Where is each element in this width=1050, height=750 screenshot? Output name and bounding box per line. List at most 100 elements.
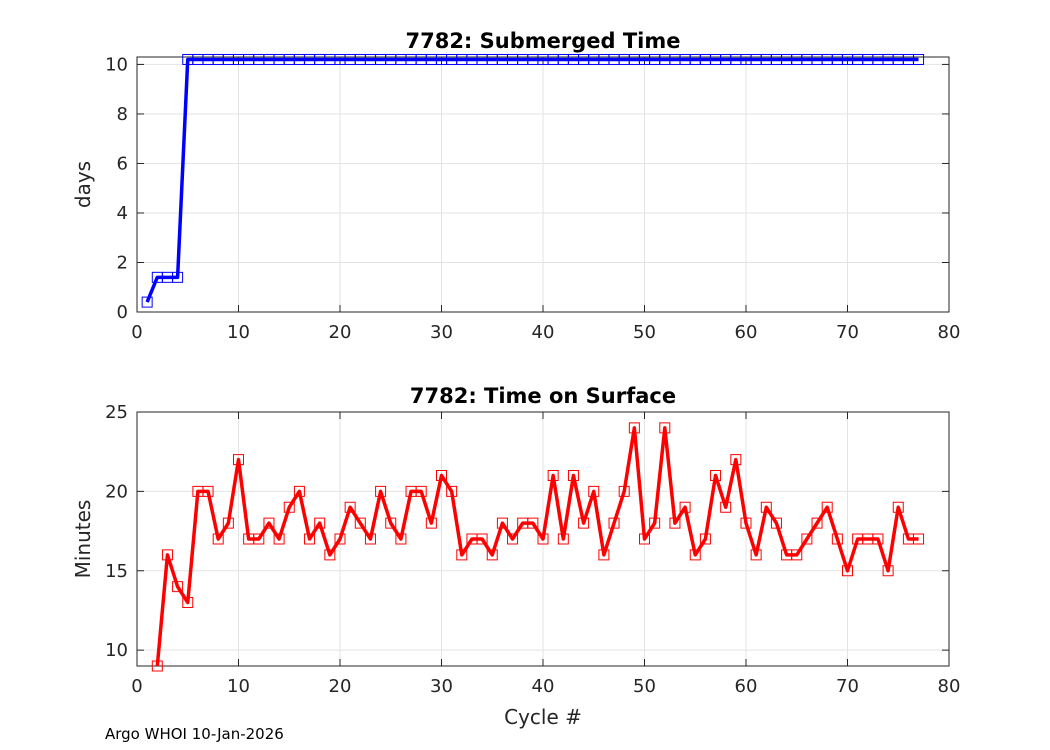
chart1-y-tick-label: 2: [117, 252, 128, 273]
chart1-data-point: [913, 53, 925, 65]
chart2-data-point: [831, 533, 843, 545]
chart2-data-point: [567, 470, 579, 481]
chart1-x-tick-label: 80: [938, 322, 961, 343]
chart2-data-point: [172, 581, 184, 593]
chart2-data-point: [222, 517, 234, 529]
chart2-data-point: [344, 501, 356, 513]
chart2-data-point: [507, 533, 519, 545]
chart2-data-point: [750, 549, 762, 561]
chart2-data-point: [547, 470, 559, 481]
chart1-data-point: [172, 271, 184, 283]
chart2-data-point: [395, 533, 407, 545]
chart2-data-point: [304, 533, 316, 545]
chart2-data-point: [679, 501, 691, 513]
chart1-x-tick-label: 20: [329, 322, 352, 343]
chart2-data-point: [689, 549, 701, 561]
chart2-data-point: [314, 517, 326, 529]
chart2-data-point: [334, 533, 346, 545]
chart1-x-tick-label: 50: [633, 322, 656, 343]
chart1-x-tick-label: 30: [430, 322, 453, 343]
chart2-y-tick-label: 20: [105, 481, 128, 502]
chart2-data-point: [161, 549, 173, 561]
chart2-data-point: [263, 517, 275, 529]
chart2-data-point: [892, 501, 904, 513]
chart2-data-point: [537, 533, 549, 545]
chart2-data-point: [882, 565, 894, 577]
chart2-data-point: [446, 485, 458, 497]
chart2-data-point: [669, 517, 681, 529]
chart2-data-point: [476, 533, 488, 545]
chart2-y-tick-label: 15: [105, 561, 128, 582]
chart2-data-point: [212, 533, 224, 545]
chart2-x-tick-label: 80: [938, 676, 961, 697]
chart2-data-point: [710, 470, 722, 481]
chart2-data-point: [436, 470, 447, 481]
chart2-data-point: [283, 501, 295, 513]
chart2-data-point: [821, 501, 833, 513]
chart2-data-point: [486, 549, 498, 561]
chart1-title: 7782: Submerged Time: [405, 29, 680, 53]
chart2-data-point: [720, 501, 732, 513]
chart2-x-tick-label: 40: [532, 676, 555, 697]
chart2-data-point: [496, 517, 508, 529]
chart2-data-point: [598, 549, 610, 561]
chart2-data-point: [364, 533, 376, 545]
chart2-data-point: [557, 533, 569, 545]
chart2-x-tick-label: 30: [430, 676, 453, 697]
chart2-data-point: [293, 485, 305, 497]
chart2-data-point: [456, 549, 468, 561]
chart2-data-point: [699, 533, 711, 545]
chart1-x-tick-label: 40: [532, 322, 555, 343]
chart1-x-tick-label: 70: [836, 322, 859, 343]
chart2-y-tick-label: 10: [105, 640, 128, 661]
chart2-data-point: [811, 517, 823, 529]
chart1-x-tick-label: 60: [735, 322, 758, 343]
chart2-x-tick-label: 0: [131, 676, 142, 697]
chart2-data-point: [425, 517, 437, 529]
chart2-data-point: [791, 549, 803, 561]
chart1-x-tick-label: 10: [227, 322, 250, 343]
chart2-data-point: [151, 660, 163, 672]
footer-credit: Argo WHOI 10-Jan-2026: [105, 725, 284, 743]
chart2-data-point: [415, 485, 427, 497]
chart2-data-point: [649, 517, 661, 529]
chart1-y-tick-label: 8: [117, 104, 128, 125]
chart2-data-point: [872, 533, 884, 545]
chart1-y-tick-label: 0: [117, 302, 128, 323]
chart1-series-line: [145, 57, 919, 303]
chart2-x-tick-label: 50: [633, 676, 656, 697]
chart2-x-tick-label: 70: [836, 676, 859, 697]
chart2-x-axis-label: Cycle #: [504, 705, 582, 729]
chart2-data-point: [913, 533, 925, 545]
chart1-group: 0 10 20 30 40 50 60 70 80 0 2 4 6 8 10 7782: Submerged …: [71, 29, 960, 343]
chart2-data-point: [578, 517, 590, 529]
chart2-x-tick-label: 20: [329, 676, 352, 697]
chart2-data-point: [801, 533, 813, 545]
chart2-title: 7782: Time on Surface: [410, 384, 676, 408]
chart2-data-point: [770, 517, 782, 529]
chart2-data-point: [253, 533, 265, 545]
chart2-x-tick-label: 60: [735, 676, 758, 697]
chart2-data-point: [618, 485, 630, 497]
chart2-data-point: [182, 597, 194, 608]
chart1-y-tick-label: 4: [117, 203, 128, 224]
chart1-y-axis-label: days: [71, 161, 95, 208]
chart1-data-point: [141, 296, 153, 308]
chart2-data-point: [639, 533, 650, 545]
chart2-data-point: [740, 517, 752, 529]
chart1-y-tick-label: 10: [105, 54, 128, 75]
chart2-data-point: [608, 517, 620, 529]
chart2-data-point: [324, 549, 336, 561]
chart2-data-point: [588, 485, 600, 497]
chart2-data-point: [375, 485, 387, 497]
chart2-data-point: [202, 485, 214, 497]
chart2-x-tick-label: 10: [227, 676, 250, 697]
chart2-data-point: [354, 517, 366, 529]
chart2-data-point: [659, 422, 671, 434]
chart2-data-point: [760, 501, 772, 513]
chart1-x-tick-label: 0: [131, 322, 142, 343]
chart2-data-point: [385, 517, 397, 529]
chart2-y-tick-label: 25: [105, 402, 128, 423]
